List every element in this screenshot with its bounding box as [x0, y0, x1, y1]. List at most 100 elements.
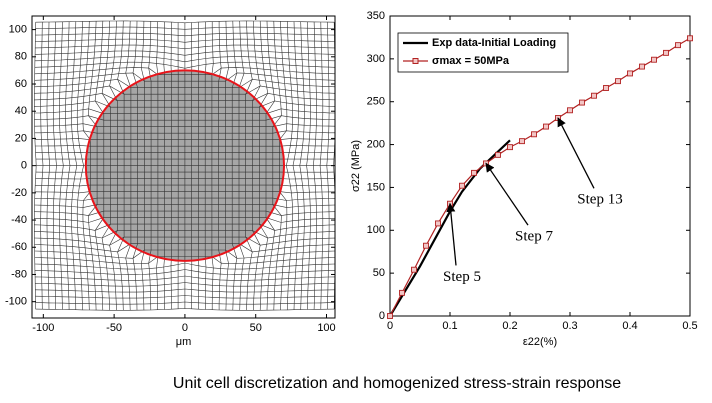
point-marker — [603, 85, 609, 91]
legend-label: σmax = 50MPa — [432, 55, 510, 67]
point-marker — [687, 35, 693, 42]
y-tick-label: 100 — [367, 224, 385, 236]
inclusion-boundary — [84, 69, 286, 262]
y-tick-label: 60 — [15, 78, 27, 90]
mesh-line — [265, 21, 276, 311]
mesh-line — [34, 67, 335, 75]
mesh-line — [218, 21, 222, 310]
x-tick-label: 0.1 — [442, 320, 457, 332]
point-marker — [519, 138, 525, 145]
x-tick-label: 0.5 — [682, 320, 697, 332]
plot-frame — [389, 15, 691, 317]
mesh-line — [299, 21, 305, 310]
y-tick-label: 20 — [15, 132, 27, 144]
mesh-line — [312, 21, 317, 310]
mesh-line — [259, 20, 269, 311]
point-marker — [387, 313, 393, 319]
point-marker — [579, 99, 585, 106]
annotation-text: Step 13 — [577, 192, 622, 208]
mesh-line — [35, 38, 335, 43]
point-marker — [435, 220, 441, 227]
point-marker — [591, 92, 597, 99]
y-tick-label: 0 — [21, 160, 27, 172]
series-line — [389, 37, 691, 317]
caption: Unit cell discretization and homogenized… — [173, 375, 621, 392]
mesh-line — [245, 20, 253, 311]
point-marker — [675, 42, 681, 49]
mesh-line — [35, 308, 335, 311]
legend-marker — [412, 58, 419, 64]
mesh-line — [225, 21, 229, 311]
y-axis-label: σ22 (MPa) — [350, 140, 362, 192]
y-tick-label: 0 — [379, 310, 385, 322]
point-marker — [411, 266, 417, 273]
y-tick-label: 100 — [9, 24, 27, 36]
x-tick-label: 0.2 — [502, 320, 517, 332]
mesh-line — [252, 20, 261, 311]
legend-label: Exp data-Initial Loading — [432, 37, 556, 49]
mesh-line — [35, 20, 335, 24]
annotation-text: Step 5 — [443, 269, 481, 285]
y-tick-label: 150 — [367, 181, 385, 193]
mesh-line — [34, 123, 335, 127]
point-marker — [471, 169, 477, 176]
mesh-line — [34, 130, 335, 134]
annotation-arrow — [446, 202, 457, 266]
point-marker — [399, 289, 405, 296]
x-tick-label: -100 — [32, 322, 54, 334]
mesh-line — [35, 44, 335, 50]
mesh-line — [35, 26, 335, 30]
x-tick-label: 0 — [182, 322, 188, 334]
mesh-line — [211, 21, 214, 310]
mesh-line — [306, 21, 311, 310]
mesh-line — [279, 21, 288, 311]
mesh-line — [35, 145, 335, 147]
mesh — [34, 20, 335, 311]
annotation-arrow — [557, 117, 595, 189]
y-tick-label: -80 — [11, 268, 27, 280]
x-axis-label: ε22(%) — [523, 336, 557, 348]
y-tick-label: 40 — [15, 105, 27, 117]
point-marker — [615, 78, 621, 85]
annotation-arrow — [485, 162, 529, 226]
x-axis-label: μm — [176, 336, 192, 348]
y-tick-label: 50 — [373, 267, 385, 279]
x-tick-label: 50 — [250, 322, 262, 334]
y-tick-label: 200 — [367, 138, 385, 150]
point-marker — [459, 182, 465, 189]
mesh-line — [34, 100, 335, 108]
y-tick-label: -40 — [11, 214, 27, 226]
point-marker — [495, 151, 501, 158]
mesh-line — [34, 85, 335, 95]
y-tick-label: 300 — [367, 53, 385, 65]
mesh-line — [204, 21, 207, 310]
point-marker — [651, 56, 657, 63]
x-tick-label: -50 — [106, 322, 122, 334]
mesh-line — [238, 20, 245, 311]
mesh-line — [34, 78, 335, 88]
mesh-line — [34, 138, 335, 140]
x-tick-label: 0.3 — [562, 320, 577, 332]
x-tick-label: 100 — [317, 322, 335, 334]
point-marker — [543, 123, 549, 130]
mesh-line — [34, 92, 335, 101]
series-line — [389, 139, 511, 317]
y-tick-label: 80 — [15, 51, 27, 63]
x-tick-label: 0 — [387, 320, 393, 332]
legend-box — [397, 32, 569, 73]
x-tick-label: 0.4 — [622, 320, 637, 332]
mesh-line — [34, 72, 335, 82]
mesh-line — [231, 20, 238, 311]
mesh-line — [292, 21, 299, 310]
mesh-line — [35, 50, 335, 56]
y-tick-label: -60 — [11, 241, 27, 253]
point-marker — [531, 131, 537, 138]
y-tick-label: -20 — [11, 187, 27, 199]
mesh-line — [35, 32, 335, 37]
point-marker — [567, 107, 573, 114]
y-tick-label: 250 — [367, 96, 385, 108]
point-marker — [423, 242, 429, 249]
mesh-line — [272, 21, 282, 311]
point-marker — [507, 144, 513, 151]
point-marker — [627, 70, 633, 77]
